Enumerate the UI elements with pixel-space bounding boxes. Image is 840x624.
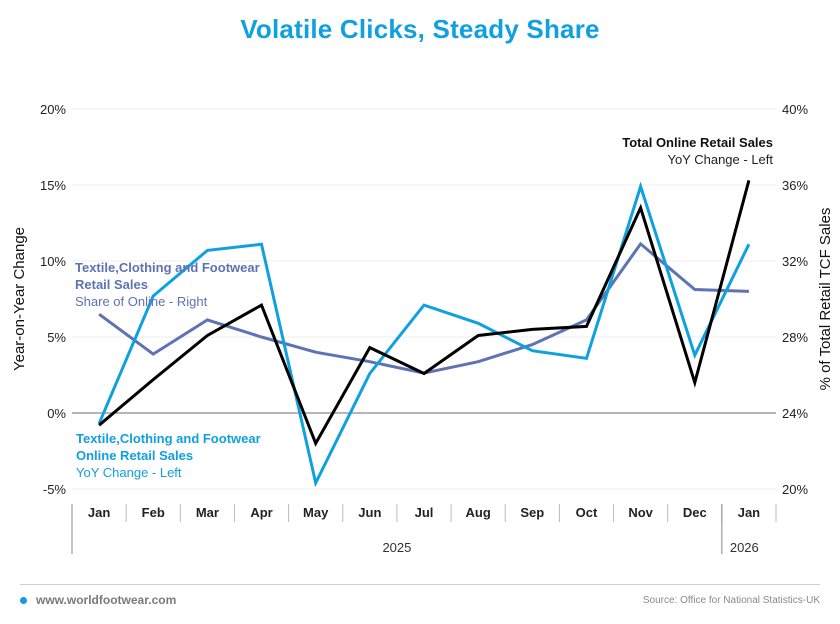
right-axis-label: % of Total Retail TCF Sales [817,208,834,391]
x-tick-label: Jun [358,505,381,520]
x-tick-label: Feb [142,505,165,520]
left-tick-label: 5% [47,330,66,345]
left-axis-label: Year-on-Year Change [11,227,28,371]
year-group-label: 2025 [382,540,411,555]
series-line-total-online [98,180,751,447]
right-tick-label: 20% [782,482,808,497]
legend-tcf-share-name-line1: Textile,Clothing and Footwear [75,260,260,275]
x-tick-label: Sep [520,505,544,520]
line-chart: -5% 0% 5% 10% 15% 20% 20% 24% 28% 32% 36% 40% Year… [11,102,834,555]
series-line-tcf-online [97,181,751,488]
x-tick-label: Oct [576,505,598,520]
x-tick-label: Apr [250,505,272,520]
right-tick-label: 32% [782,254,808,269]
legend-total-online-sublabel: YoY Change - Left [667,152,773,167]
legend-total-online-name: Total Online Retail Sales [622,135,773,150]
footer-source: Source: Office for National Statistics-U… [642,595,820,606]
x-tick-label: Jan [738,505,760,520]
chart-title: Volatile Clicks, Steady Share [240,14,600,44]
right-tick-label: 36% [782,178,808,193]
footer-website: www.worldfootwear.com [20,593,176,607]
legend-tcf-share: Textile,Clothing and Footwear Retail Sal… [75,260,260,309]
gridlines [72,108,776,490]
right-tick-label: 28% [782,330,808,345]
left-tick-label: 15% [40,178,66,193]
right-tick-label: 40% [782,102,808,117]
right-tick-label: 24% [782,406,808,421]
legend-tcf-online-sublabel: YoY Change - Left [76,465,182,480]
x-tick-label: Aug [466,505,491,520]
legend-tcf-online-name-line2: Online Retail Sales [76,448,193,463]
left-tick-label: 10% [40,254,66,269]
x-tick-label: Mar [196,505,219,520]
x-tick-label: Jan [88,505,110,520]
legend-tcf-online-name-line1: Textile,Clothing and Footwear [76,431,261,446]
bullet-dot-icon [20,596,27,604]
legend-tcf-share-name-line2: Retail Sales [75,277,148,292]
series-lines [97,180,751,488]
x-axis: Jan Feb Mar Apr May Jun Jul Aug Sep Oct Nov Dec Jan 2… [71,504,777,555]
footer-divider [20,584,820,585]
year-group-label: 2026 [730,540,759,555]
x-tick-label: May [303,505,329,520]
left-tick-label: 0% [47,406,66,421]
right-axis-ticks: 20% 24% 28% 32% 36% 40% [782,102,808,497]
legend-tcf-share-sublabel: Share of Online - Right [75,294,208,309]
website-link[interactable]: www.worldfootwear.com [36,593,177,607]
left-axis-ticks: -5% 0% 5% 10% 15% 20% [40,102,66,497]
left-tick-label: 20% [40,102,66,117]
left-tick-label: -5% [43,482,67,497]
legend-tcf-online: Textile,Clothing and Footwear Online Ret… [76,431,261,480]
x-tick-label: Jul [415,505,434,520]
x-tick-label: Dec [683,505,707,520]
legend-total-online: Total Online Retail Sales YoY Change - L… [622,135,773,167]
x-tick-label: Nov [628,505,653,520]
